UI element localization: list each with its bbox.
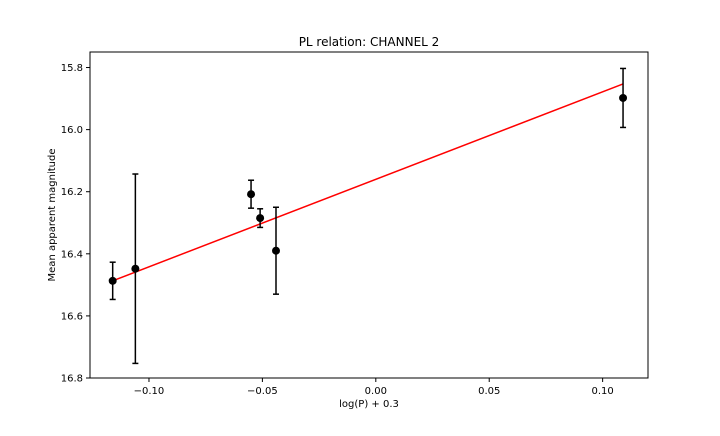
y-tick-label: 16.8: [61, 374, 83, 385]
plot-area: [108, 67, 628, 365]
x-axis: −0.10 −0.05 0.00 0.05 0.10: [134, 378, 614, 397]
y-tick-label: 16.2: [61, 187, 83, 198]
y-axis: 15.8 16.0 16.2 16.4 16.6 16.8: [61, 63, 90, 385]
x-tick-label: 0.05: [478, 386, 500, 397]
x-tick-label: −0.10: [134, 386, 165, 397]
x-tick-label: 0.10: [592, 386, 614, 397]
y-tick-label: 16.0: [61, 125, 83, 136]
axes-frame: [89, 51, 649, 379]
data-point: [256, 214, 265, 223]
data-point: [108, 276, 117, 285]
y-tick-label: 16.4: [61, 249, 83, 260]
data-point: [247, 190, 256, 199]
y-tick-label: 16.6: [61, 311, 83, 322]
data-point: [131, 264, 140, 273]
y-axis-label: Mean apparent magnitude: [47, 149, 58, 282]
x-tick-label: 0.00: [365, 386, 387, 397]
data-point: [272, 246, 280, 255]
y-tick-label: 15.8: [61, 63, 83, 74]
data-point: [619, 93, 628, 102]
x-axis-label: log(P) + 0.3: [339, 399, 399, 410]
fit-line: [112, 83, 624, 282]
chart-title: PL relation: CHANNEL 2: [299, 35, 440, 49]
x-tick-label: −0.05: [247, 386, 278, 397]
